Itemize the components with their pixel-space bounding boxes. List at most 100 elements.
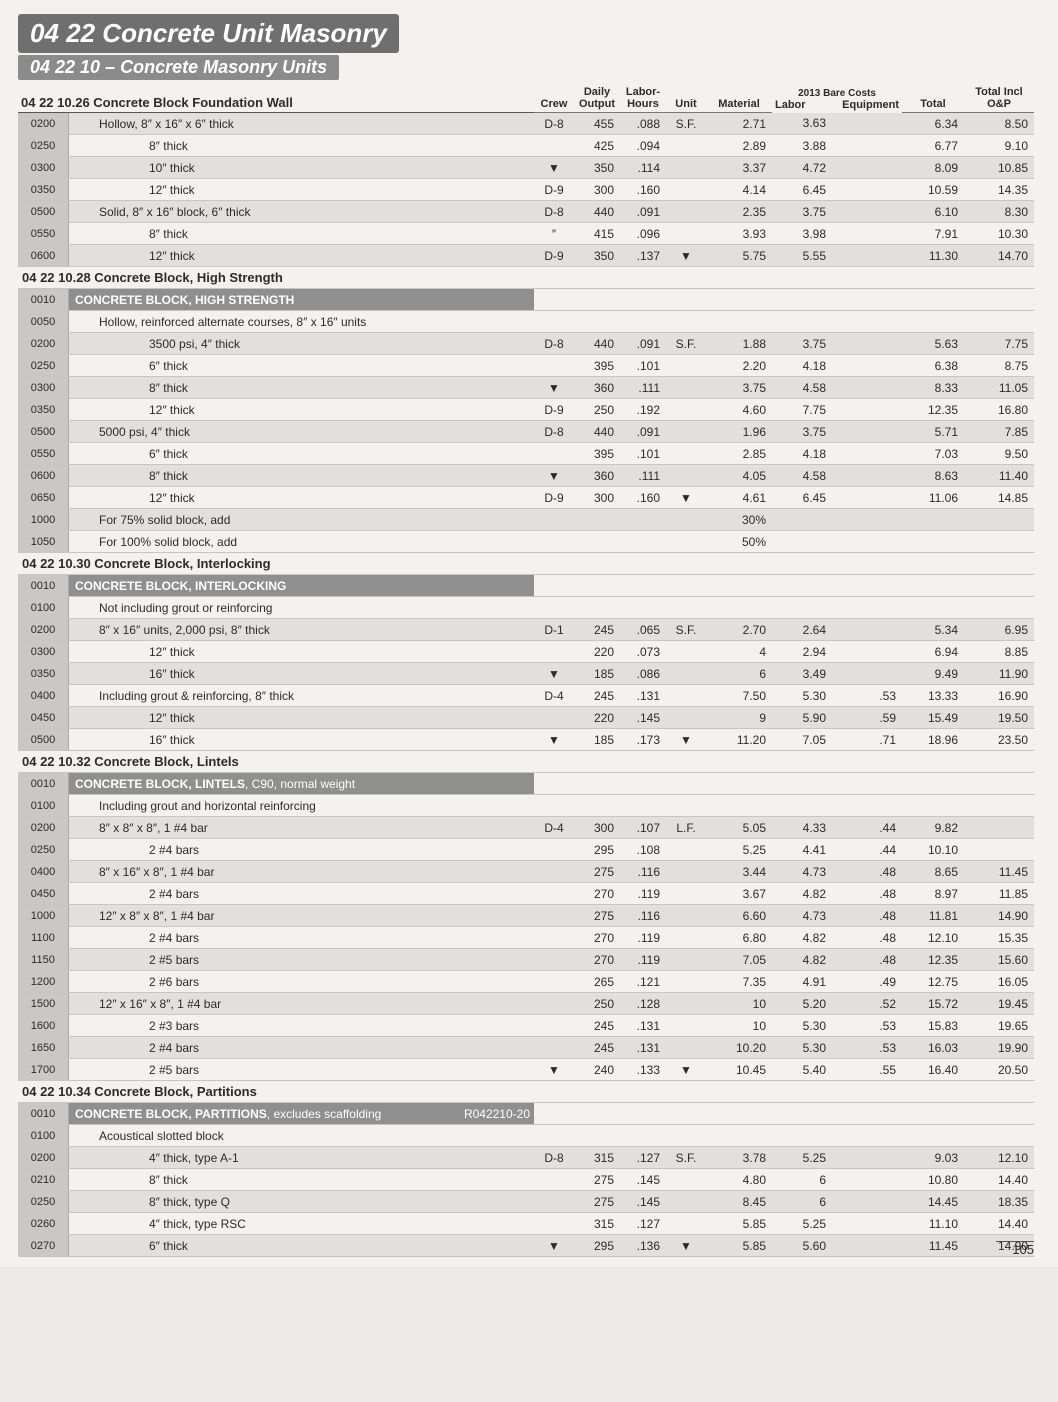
table-row: 045012″ thick220.14595.90.5915.4919.50: [18, 707, 1034, 729]
table-row: 11002 #4 bars270.1196.804.82.4812.1015.3…: [18, 927, 1034, 949]
table-row: 02502 #4 bars295.1085.254.41.4410.10: [18, 839, 1034, 861]
table-row: 04502 #4 bars270.1193.674.82.488.9711.85: [18, 883, 1034, 905]
cell-tot: 12.75: [902, 971, 964, 993]
row-desc: 8″ thick, type Q: [69, 1191, 535, 1213]
row-code: 1650: [18, 1037, 69, 1059]
cell-eq: [832, 487, 902, 509]
cell-top: 6.95: [964, 619, 1034, 641]
table-row: 16502 #4 bars245.13110.205.30.5316.0319.…: [18, 1037, 1034, 1059]
cell-labor: .094: [620, 135, 666, 157]
row-code: 0250: [18, 355, 69, 377]
cell-tot: 10.10: [902, 839, 964, 861]
cell-crew: D-8: [534, 333, 574, 355]
cell-lab: 3.49: [772, 663, 832, 685]
cell-tot: 6.10: [902, 201, 964, 223]
cell-lab: 2.94: [772, 641, 832, 663]
cell-daily: 270: [574, 883, 620, 905]
cell-top: 10.30: [964, 223, 1034, 245]
cell-top: 19.65: [964, 1015, 1034, 1037]
cell-daily: [574, 311, 620, 333]
cell-labor: .145: [620, 1191, 666, 1213]
cell-daily: [574, 531, 620, 553]
row-desc: 2 #4 bars: [69, 883, 535, 905]
row-code: 0250: [18, 1191, 69, 1213]
cell-daily: 245: [574, 685, 620, 707]
cell-crew: ▼: [534, 663, 574, 685]
cell-mat: 11.20: [706, 729, 772, 751]
cell-crew: [534, 443, 574, 465]
cell-eq: [832, 465, 902, 487]
cell-daily: 415: [574, 223, 620, 245]
row-code: 1200: [18, 971, 69, 993]
cell-lab: [772, 795, 832, 817]
row-desc: For 75% solid block, add: [69, 509, 535, 531]
row-desc: For 100% solid block, add: [69, 531, 535, 553]
cell-mat: 4.60: [706, 399, 772, 421]
cell-mat: 4: [706, 641, 772, 663]
cell-eq: [832, 179, 902, 201]
cell-lab: 3.75: [772, 201, 832, 223]
row-desc: 2 #6 bars: [69, 971, 535, 993]
cell-unit: [666, 1191, 706, 1213]
row-code: 0100: [18, 795, 69, 817]
cell-mat: 5.05: [706, 817, 772, 839]
cell-tot: 14.45: [902, 1191, 964, 1213]
cell-unit: [666, 905, 706, 927]
cell-crew: D-9: [534, 245, 574, 267]
cell-crew: [534, 311, 574, 333]
cell-unit: [666, 971, 706, 993]
row-code: 0500: [18, 421, 69, 443]
cell-top: 9.10: [964, 135, 1034, 157]
table-row: 030010″ thick▼350.1143.374.728.0910.85: [18, 157, 1034, 179]
cell-unit: [666, 927, 706, 949]
cell-eq: [832, 201, 902, 223]
hdr-totalop: Total Incl O&P: [964, 84, 1034, 113]
hdr-bare: 2013 Bare Costs: [775, 88, 899, 99]
row-desc: Including grout & reinforcing, 8″ thick: [69, 685, 535, 707]
cell-daily: 295: [574, 839, 620, 861]
cell-unit: ▼: [666, 245, 706, 267]
row-code: 0200: [18, 619, 69, 641]
cell-mat: 4.61: [706, 487, 772, 509]
table-row: 030012″ thick220.07342.946.948.85: [18, 641, 1034, 663]
cell-daily: 300: [574, 487, 620, 509]
cell-unit: [666, 1125, 706, 1147]
cell-labor: [620, 311, 666, 333]
cell-unit: [666, 1037, 706, 1059]
cell-unit: [666, 1015, 706, 1037]
row-desc: Including grout and horizontal reinforci…: [69, 795, 535, 817]
cell-daily: 245: [574, 1037, 620, 1059]
row-desc: 4″ thick, type A-1: [69, 1147, 535, 1169]
cell-eq: [832, 245, 902, 267]
row-code: 0350: [18, 663, 69, 685]
cell-daily: 185: [574, 663, 620, 685]
cell-tot: 11.06: [902, 487, 964, 509]
cell-labor: .091: [620, 421, 666, 443]
cell-mat: 4.05: [706, 465, 772, 487]
table-row: 0010CONCRETE BLOCK, PARTITIONS, excludes…: [18, 1103, 1034, 1125]
cell-mat: 1.88: [706, 333, 772, 355]
row-desc: 8″ x 16″ x 8″, 1 #4 bar: [69, 861, 535, 883]
table-row: 02004″ thick, type A-1D-8315.127S.F.3.78…: [18, 1147, 1034, 1169]
cell-mat: 30%: [706, 509, 772, 531]
row-code: 0550: [18, 443, 69, 465]
row-code: 0500: [18, 729, 69, 751]
cell-crew: [534, 1015, 574, 1037]
cell-labor: [620, 509, 666, 531]
cell-daily: 360: [574, 465, 620, 487]
cell-labor: .137: [620, 245, 666, 267]
cell-tot: 6.77: [902, 135, 964, 157]
cell-tot: 11.10: [902, 1213, 964, 1235]
cell-labor: .101: [620, 355, 666, 377]
cell-unit: [666, 355, 706, 377]
table-row: 0400Including grout & reinforcing, 8″ th…: [18, 685, 1034, 707]
row-code: 0300: [18, 641, 69, 663]
cell-mat: 3.37: [706, 157, 772, 179]
cell-eq: .48: [832, 927, 902, 949]
cell-crew: D-4: [534, 685, 574, 707]
cell-crew: [534, 707, 574, 729]
cell-mat: 3.67: [706, 883, 772, 905]
first-section-title: 04 22 10.26 Concrete Block Foundation Wa…: [18, 84, 534, 113]
cell-lab: 5.20: [772, 993, 832, 1015]
table-header: 04 22 10.26 Concrete Block Foundation Wa…: [18, 84, 1034, 113]
